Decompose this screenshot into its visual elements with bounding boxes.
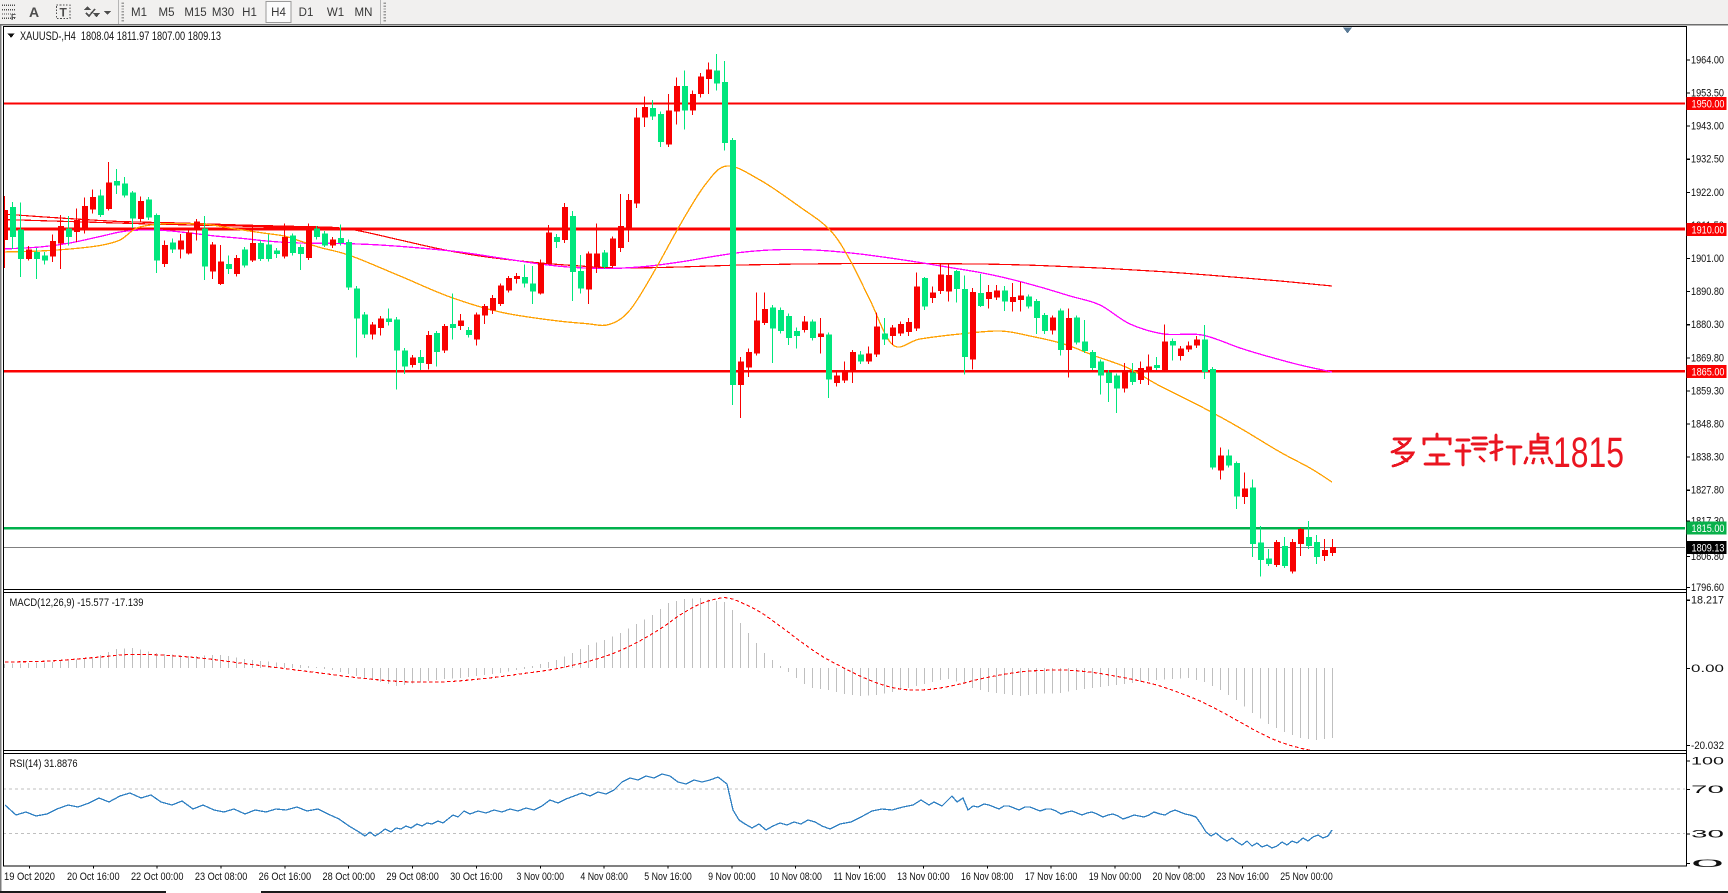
svg-text:1815.00: 1815.00 xyxy=(1692,523,1725,535)
svg-text:1809.13: 1809.13 xyxy=(1692,543,1725,555)
svg-text:28 Oct 00:00: 28 Oct 00:00 xyxy=(323,871,376,883)
svg-text:1815: 1815 xyxy=(1553,429,1624,477)
svg-text:1910.00: 1910.00 xyxy=(1692,225,1725,237)
svg-text:MN: MN xyxy=(355,7,373,19)
svg-text:100: 100 xyxy=(1691,755,1724,767)
svg-text:5 Nov 16:00: 5 Nov 16:00 xyxy=(644,871,692,883)
svg-text:20 Nov 08:00: 20 Nov 08:00 xyxy=(1153,871,1206,883)
svg-text:4 Nov 08:00: 4 Nov 08:00 xyxy=(580,871,628,883)
svg-text:H4: H4 xyxy=(271,7,286,19)
svg-text:D1: D1 xyxy=(299,7,314,19)
svg-text:19 Nov 00:00: 19 Nov 00:00 xyxy=(1089,871,1142,883)
svg-text:25 Nov 00:00: 25 Nov 00:00 xyxy=(1280,871,1333,883)
svg-text:1901.00: 1901.00 xyxy=(1691,253,1724,265)
svg-text:17 Nov 16:00: 17 Nov 16:00 xyxy=(1025,871,1078,883)
svg-text:F: F xyxy=(11,13,16,22)
svg-text:W1: W1 xyxy=(327,7,344,19)
svg-text:1838.30: 1838.30 xyxy=(1691,452,1724,464)
svg-text:20 Oct 16:00: 20 Oct 16:00 xyxy=(67,871,120,883)
svg-text:1827.80: 1827.80 xyxy=(1691,485,1724,497)
svg-text:RSI(14) 31.8876: RSI(14) 31.8876 xyxy=(10,758,78,770)
svg-text:1922.00: 1922.00 xyxy=(1691,187,1724,199)
svg-text:22 Oct 00:00: 22 Oct 00:00 xyxy=(131,871,184,883)
svg-text:10 Nov 08:00: 10 Nov 08:00 xyxy=(769,871,822,883)
svg-text:-20.032: -20.032 xyxy=(1691,740,1724,752)
svg-text:13 Nov 00:00: 13 Nov 00:00 xyxy=(897,871,950,883)
svg-text:19 Oct 2020: 19 Oct 2020 xyxy=(4,871,55,883)
svg-text:M15: M15 xyxy=(184,7,206,19)
svg-text:16 Nov 08:00: 16 Nov 08:00 xyxy=(961,871,1014,883)
svg-text:30 Oct 16:00: 30 Oct 16:00 xyxy=(450,871,503,883)
svg-text:9 Nov 00:00: 9 Nov 00:00 xyxy=(708,871,756,883)
svg-text:MACD(12,26,9) -15.577 -17.139: MACD(12,26,9) -15.577 -17.139 xyxy=(10,597,144,609)
svg-text:1964.00: 1964.00 xyxy=(1691,54,1724,66)
svg-text:70: 70 xyxy=(1691,784,1724,796)
svg-text:M1: M1 xyxy=(131,7,147,19)
svg-text:29 Oct 08:00: 29 Oct 08:00 xyxy=(386,871,439,883)
svg-text:1869.80: 1869.80 xyxy=(1691,352,1724,364)
svg-text:1943.00: 1943.00 xyxy=(1691,121,1724,133)
svg-text:XAUUSD-,H4 1808.04 1811.97 18: XAUUSD-,H4 1808.04 1811.97 1807.00 1809.… xyxy=(20,29,221,43)
svg-text:1859.30: 1859.30 xyxy=(1691,385,1724,397)
svg-text:23 Nov 16:00: 23 Nov 16:00 xyxy=(1216,871,1269,883)
svg-text:1953.50: 1953.50 xyxy=(1691,88,1724,100)
svg-text:11 Nov 16:00: 11 Nov 16:00 xyxy=(833,871,886,883)
svg-text:1848.80: 1848.80 xyxy=(1691,419,1724,431)
svg-text:M30: M30 xyxy=(212,7,234,19)
svg-text:26 Oct 16:00: 26 Oct 16:00 xyxy=(259,871,312,883)
svg-text:23 Oct 08:00: 23 Oct 08:00 xyxy=(195,871,248,883)
svg-text:1880.30: 1880.30 xyxy=(1691,319,1724,331)
svg-text:3 Nov 00:00: 3 Nov 00:00 xyxy=(517,871,565,883)
svg-text:1890.80: 1890.80 xyxy=(1691,286,1724,298)
svg-text:H1: H1 xyxy=(242,7,257,19)
svg-text:1865.00: 1865.00 xyxy=(1692,367,1725,379)
svg-text:0.00: 0.00 xyxy=(1691,663,1724,675)
svg-text:1932.50: 1932.50 xyxy=(1691,154,1724,166)
svg-text:M5: M5 xyxy=(159,7,175,19)
svg-text:0: 0 xyxy=(1691,858,1724,870)
svg-text:1796.60: 1796.60 xyxy=(1691,582,1724,594)
svg-text:T: T xyxy=(60,6,68,20)
svg-text:A: A xyxy=(29,4,39,20)
svg-text:1950.00: 1950.00 xyxy=(1692,99,1725,111)
svg-text:30: 30 xyxy=(1691,829,1724,841)
svg-text:18.217: 18.217 xyxy=(1691,595,1724,607)
